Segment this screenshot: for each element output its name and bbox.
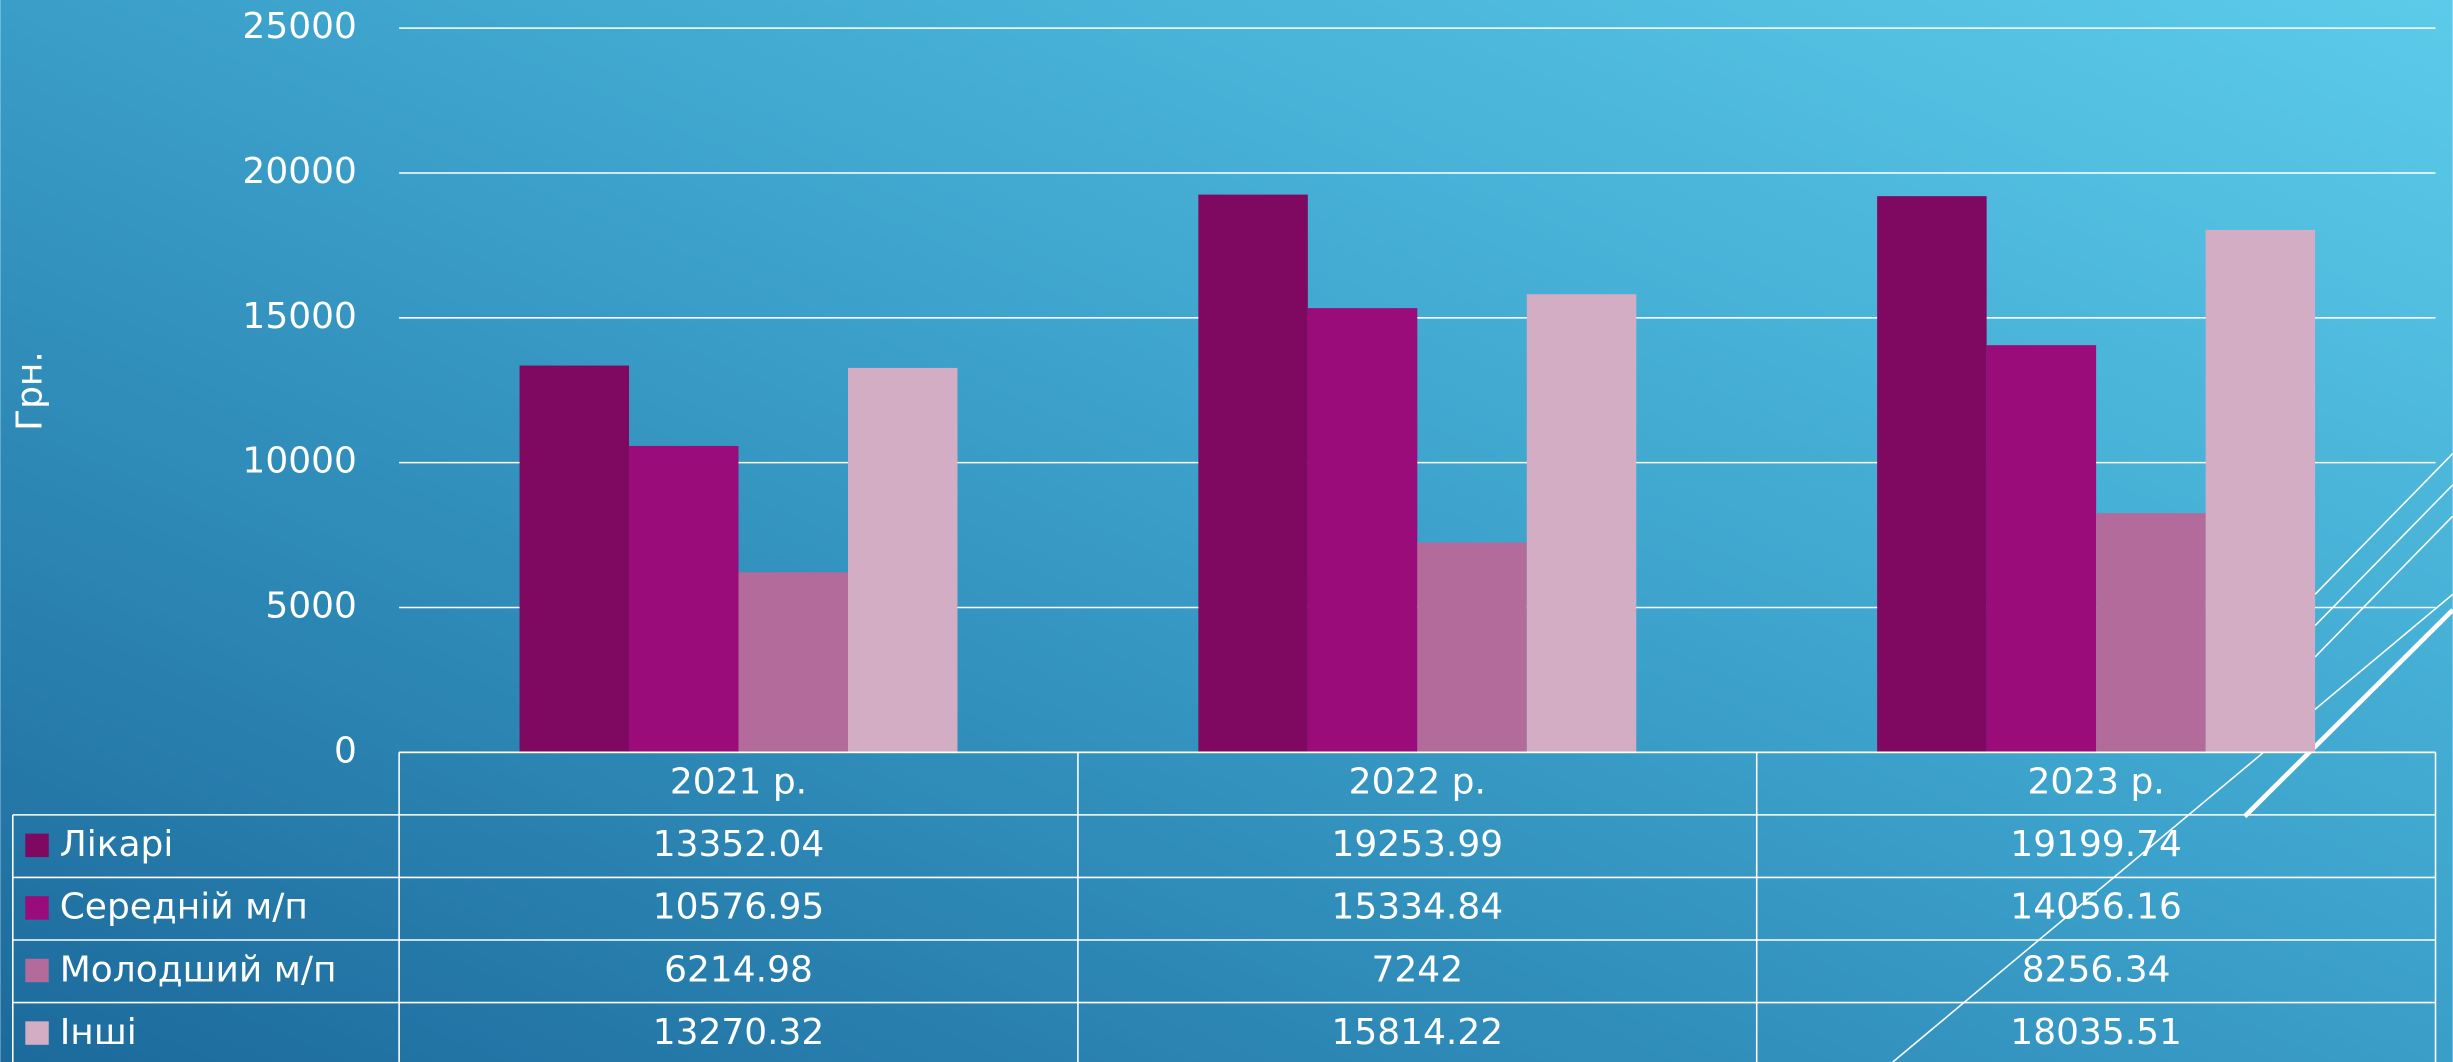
- legend-label: Лікарі: [60, 824, 174, 865]
- table-value: 13352.04: [653, 824, 825, 865]
- bar: [1417, 542, 1527, 753]
- table-value: 6214.98: [664, 949, 813, 990]
- table-value: 19199.74: [2010, 824, 2182, 865]
- legend-swatch: [25, 896, 49, 920]
- table-value: 15814.22: [1332, 1012, 1504, 1053]
- x-tick-label: 2022 р.: [1349, 762, 1486, 803]
- decoration: [1892, 453, 2453, 1062]
- bar: [1526, 294, 1637, 753]
- table-value: 10576.95: [653, 887, 825, 928]
- table-value: 15334.84: [1332, 887, 1504, 928]
- legend-label: Молодший м/п: [60, 949, 337, 990]
- bar: [2205, 229, 2316, 753]
- bar: [847, 367, 958, 753]
- table-value: 18035.51: [2010, 1012, 2182, 1053]
- y-tick-label: 20000: [242, 151, 356, 192]
- bar: [1198, 194, 1308, 753]
- legend-swatch: [25, 958, 49, 983]
- y-tick-label: 0: [334, 730, 357, 771]
- y-axis-label: Грн.: [10, 351, 51, 431]
- legend-label: Інші: [60, 1012, 137, 1053]
- table-value: 8256.34: [2022, 949, 2171, 990]
- bar: [519, 365, 630, 753]
- y-tick-label: 25000: [242, 6, 356, 47]
- bar: [629, 445, 739, 753]
- table-value: 13270.32: [653, 1012, 825, 1053]
- bar: [2096, 513, 2206, 753]
- table-value: 14056.16: [2010, 887, 2182, 928]
- legend-swatch: [25, 1021, 49, 1045]
- x-tick-label: 2021 р.: [670, 762, 807, 803]
- x-tick-label: 2023 р.: [2027, 762, 2164, 803]
- legend-label: Середній м/п: [60, 887, 308, 928]
- y-tick-label: 10000: [242, 441, 356, 482]
- bar: [1986, 345, 2097, 753]
- legend-swatch: [25, 833, 49, 858]
- table-value: 19253.99: [1332, 824, 1504, 865]
- y-tick-label: 15000: [242, 296, 356, 337]
- y-tick-label: 5000: [265, 585, 357, 626]
- table-value: 7242: [1372, 949, 1464, 990]
- bar: [1877, 196, 1987, 753]
- bar: [1307, 308, 1418, 753]
- bar: [738, 572, 848, 753]
